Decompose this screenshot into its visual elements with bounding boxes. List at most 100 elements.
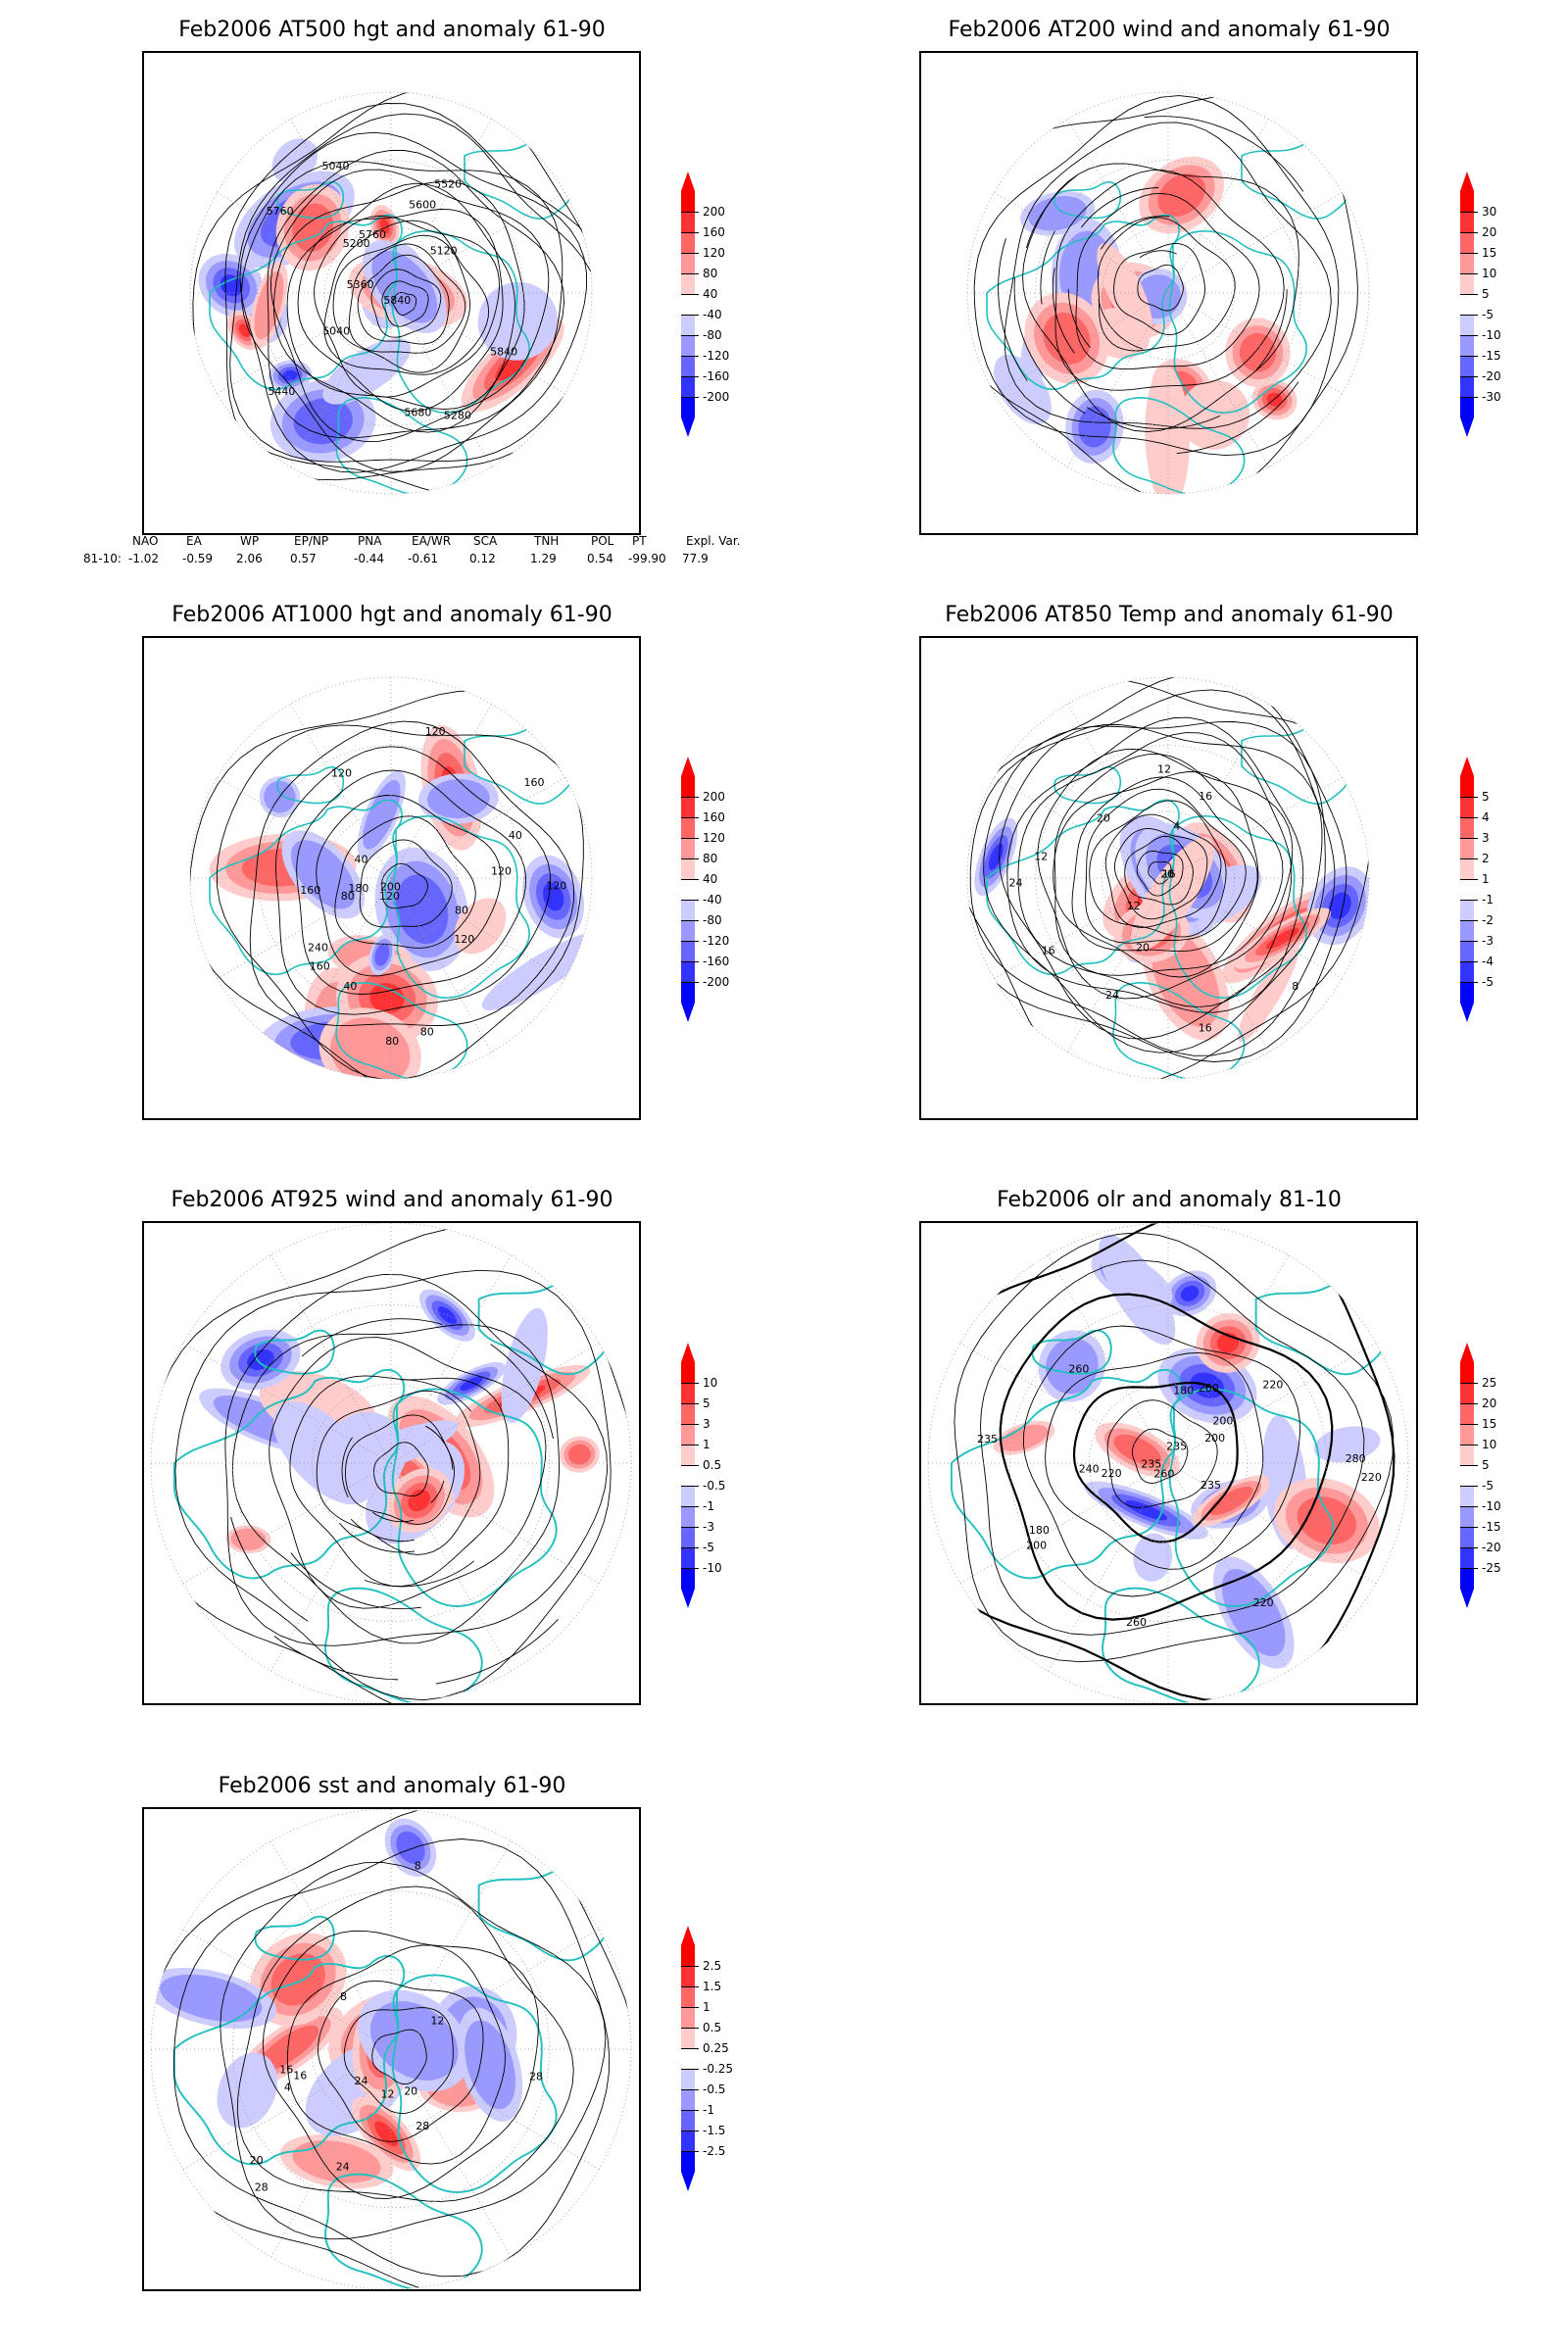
colorbar-segment [681, 232, 695, 253]
contour-label: 5840 [383, 294, 411, 307]
index-header: TNH [534, 534, 560, 548]
contour-line [1022, 163, 1299, 433]
colorbar-label: 2 [1482, 852, 1490, 865]
streamline [1086, 407, 1221, 429]
panel-title: Feb2006 olr and anomaly 81-10 [997, 1188, 1342, 1212]
anomaly-shade [1179, 379, 1250, 450]
streamline [1067, 289, 1091, 349]
panel-title: Feb2006 AT850 Temp and anomaly 61-90 [945, 603, 1394, 627]
streamline [290, 1552, 421, 1610]
contour-line [316, 795, 502, 977]
colorbar-label: -0.25 [703, 2062, 734, 2076]
meridian-line [390, 2048, 600, 2170]
colorbar-segment [681, 294, 695, 315]
panel-title: Feb2006 AT200 wind and anomaly 61-90 [948, 18, 1391, 42]
colorbar-segment [1460, 1383, 1474, 1403]
contour-line [1124, 835, 1194, 906]
index-value: 1.29 [530, 552, 557, 565]
contour-label: 240 [1079, 1463, 1100, 1476]
colorbar-tick [681, 1986, 699, 1987]
coastline [391, 1974, 558, 2193]
anomaly-shade [426, 779, 490, 819]
index-header: NAO [132, 534, 159, 548]
meridian-line [959, 1343, 1169, 1464]
latitude-circle [1101, 810, 1236, 946]
contour-line [274, 746, 551, 1015]
anomaly-shade [1099, 1234, 1176, 1346]
contour-line [1037, 748, 1294, 1000]
colorbar-segment [681, 2048, 695, 2069]
colorbar-segment [681, 879, 695, 900]
anomaly-shade [271, 138, 318, 183]
contour-label: 40 [355, 853, 368, 865]
colorbar-label: 15 [1482, 246, 1497, 260]
colorbar-segment [1460, 982, 1474, 1003]
contour-label: 16 [1162, 867, 1176, 880]
index-header: POL [591, 534, 614, 548]
meridian-line [390, 1462, 512, 1672]
contour-line [239, 131, 587, 473]
contour-label: 260 [1199, 1382, 1219, 1395]
streamline [1025, 174, 1078, 249]
contour-line [381, 280, 429, 327]
colorbar-segment [681, 1445, 695, 1465]
contour-label: 20 [1097, 811, 1110, 824]
contour-label: 120 [425, 725, 446, 738]
anomaly-shade [1028, 195, 1087, 231]
colorbar-segment [1460, 900, 1474, 920]
colorbar-label: 30 [1482, 205, 1497, 219]
coastline [276, 181, 344, 220]
colorbar-segment [681, 1506, 695, 1527]
colorbar-label: 10 [703, 1376, 718, 1390]
colorbar-arrow-bottom [1460, 1003, 1474, 1022]
colorbar-tick [1460, 294, 1478, 295]
streamline [273, 1636, 399, 1681]
colorbar-tick [681, 838, 699, 839]
contour-label: 5120 [430, 244, 458, 257]
contour-label: 80 [341, 890, 355, 903]
colorbar-label: 5 [1482, 1458, 1490, 1472]
contour-line [392, 292, 417, 316]
contour-line [220, 1861, 607, 2240]
colorbar-label: -5 [1482, 975, 1494, 989]
meridian-line [182, 1462, 392, 1584]
colorbar-tick [681, 1568, 699, 1569]
colorbar-label: -160 [703, 369, 730, 383]
colorbar-tick [681, 1527, 699, 1528]
colorbar-segment [1460, 1445, 1474, 1465]
contour-line [172, 1838, 611, 2278]
streamline [372, 1511, 415, 1523]
colorbar-tick [681, 273, 699, 274]
teleconnection-indices: NAO EA WP EP/NP PNA EA/WR SCA TNH POL PT Expl. Var… [83, 534, 741, 573]
panel-title: Feb2006 AT925 wind and anomaly 61-90 [171, 1188, 613, 1212]
colorbar-arrow-top [681, 1926, 695, 1945]
anomaly-shade [217, 2052, 277, 2129]
contour-label: 235 [1200, 1479, 1221, 1492]
contour-label: 28 [416, 2120, 429, 2132]
colorbar-segment [1460, 817, 1474, 838]
contour-label: 5840 [490, 345, 517, 358]
colorbar-tick [681, 294, 699, 295]
colorbar-label: 80 [703, 852, 718, 865]
contour-line [270, 169, 550, 443]
colorbar-segment [681, 982, 695, 1003]
colorbar-segment [681, 1568, 695, 1589]
latitude-circle [323, 225, 459, 361]
colorbar-at500: 200 160 120 80 40 -40 -80 -120 -160 -200 [681, 172, 740, 441]
contour-line [967, 677, 1369, 1079]
contour-label: 260 [1068, 1363, 1089, 1376]
contour-line [370, 269, 442, 338]
streamline [400, 1379, 472, 1412]
index-header: EA/WR [412, 534, 452, 548]
colorbar-tick [1460, 797, 1478, 798]
meridian-line [1048, 1462, 1169, 1672]
contour-label: 5520 [434, 177, 462, 190]
map-disc [192, 92, 592, 494]
contour-label: 8 [1292, 980, 1298, 993]
contour-label: 280 [1346, 1452, 1366, 1465]
colorbar-label: -30 [1482, 390, 1501, 404]
colorbar-arrow-bottom [1460, 417, 1474, 437]
colorbar-segment [681, 920, 695, 941]
colorbar-arrow-top [1460, 1343, 1474, 1362]
anomaly-shade [501, 1307, 548, 1424]
